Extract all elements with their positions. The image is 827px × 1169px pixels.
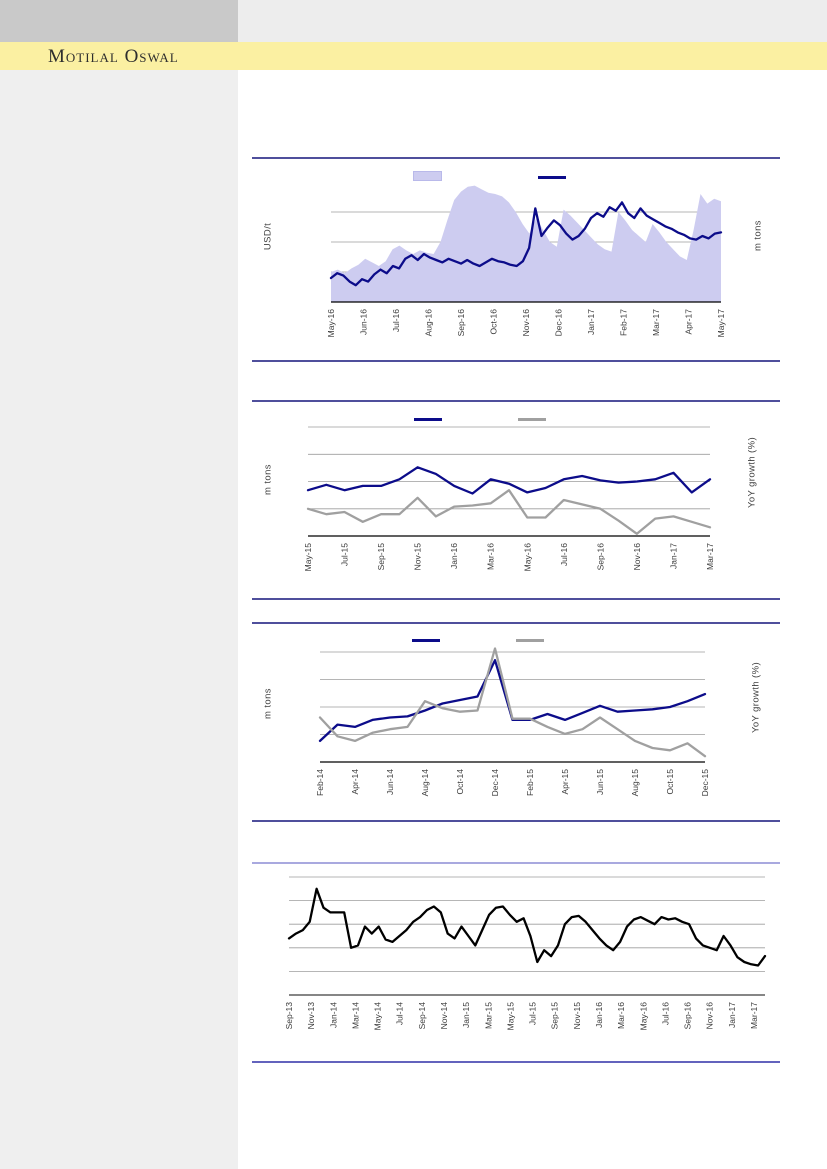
separator-below-chart-2 (252, 598, 780, 600)
x-tick-label: Feb-17 (619, 309, 629, 336)
x-tick-label: Aug-16 (424, 309, 434, 337)
x-tick-label: Sep-14 (417, 1002, 427, 1030)
x-tick-label: May-15 (303, 543, 313, 572)
chart-1-left-axis-label: USD/t (262, 222, 274, 251)
chart-1-legend-line-swatch (538, 176, 566, 179)
x-tick-label: Oct-16 (489, 309, 499, 335)
header-corner-block (0, 0, 238, 42)
x-tick-label: Sep-16 (456, 309, 466, 337)
x-tick-label: Jul-16 (660, 1002, 670, 1025)
x-tick-label: Nov-15 (572, 1002, 582, 1030)
x-tick-label: May-16 (638, 1002, 648, 1031)
x-tick-label: May-16 (522, 543, 532, 572)
line-series (318, 647, 707, 758)
x-tick-label: Jan-17 (586, 309, 596, 335)
x-tick-label: May-14 (373, 1002, 383, 1031)
chart-2-left-axis-label: m tons (262, 464, 274, 495)
line-series (318, 659, 707, 743)
separator-below-chart-3 (252, 820, 780, 822)
x-tick-label: Jan-14 (328, 1002, 338, 1028)
chart-3-right-axis-label: YoY growth (%) (750, 661, 762, 734)
x-tick-label: Oct-14 (455, 769, 465, 795)
x-tick-label: Dec-16 (554, 309, 564, 337)
x-tick-label: Feb-15 (525, 769, 535, 796)
x-tick-label: Nov-16 (632, 543, 642, 571)
x-tick-label: Jun-15 (595, 769, 605, 795)
x-tick-label: Apr-15 (560, 769, 570, 795)
x-tick-label: Feb-14 (315, 769, 325, 796)
x-tick-label: Sep-16 (595, 543, 605, 571)
x-tick-label: Aug-14 (420, 769, 430, 797)
x-tick-label: Mar-15 (483, 1002, 493, 1029)
x-tick-label: Oct-15 (665, 769, 675, 795)
x-tick-label: Mar-16 (616, 1002, 626, 1029)
brand-band: Motilal Oswal (0, 42, 827, 70)
x-tick-label: Jun-16 (359, 309, 369, 335)
x-tick-label: Nov-16 (521, 309, 531, 337)
x-tick-label: Nov-14 (439, 1002, 449, 1030)
x-tick-label: May-16 (326, 309, 336, 338)
header-top-strip (238, 0, 827, 42)
chart-4-plot: Sep-13 Nov-13 Jan-14 Mar-14 May-14 Jul-14 Sep-… (284, 876, 767, 1031)
sidebar (0, 0, 238, 1169)
line-series (287, 887, 767, 967)
chart-1-legend-area-swatch (413, 171, 442, 181)
x-tick-label: Sep-16 (683, 1002, 693, 1030)
separator-above-chart-1 (252, 157, 780, 159)
x-tick-label: Mar-16 (486, 543, 496, 570)
x-tick-label: Mar-17 (749, 1002, 759, 1029)
chart-3-left-axis-label: m tons (262, 688, 274, 719)
x-tick-label: Nov-13 (306, 1002, 316, 1030)
line-series (306, 489, 712, 535)
chart-3-plot: Feb-14 Apr-14 Jun-14 Aug-14 Oct-14 Dec-14 Feb-… (315, 647, 710, 797)
x-tick-label: Nov-16 (705, 1002, 715, 1030)
x-tick-label: Dec-14 (490, 769, 500, 797)
separator-above-chart-3 (252, 622, 780, 624)
x-tick-label: Jul-15 (340, 543, 350, 566)
x-tick-label: Dec-15 (700, 769, 710, 797)
chart-3-legend-series-2-swatch (516, 639, 544, 642)
chart-2-legend-series-1-swatch (414, 418, 442, 421)
x-tick-label: Apr-17 (684, 309, 694, 335)
x-tick-label: Aug-15 (630, 769, 640, 797)
x-tick-label: Jul-15 (528, 1002, 538, 1025)
x-tick-label: Jan-16 (449, 543, 459, 569)
line-series (329, 201, 723, 287)
x-tick-label: Jan-16 (594, 1002, 604, 1028)
x-tick-label: Jul-16 (559, 543, 569, 566)
x-tick-label: Jun-14 (385, 769, 395, 795)
separator-above-chart-4 (252, 862, 780, 864)
chart-2-plot: May-15 Jul-15 Sep-15 Nov-15 Jan-16 Mar-16 May-… (303, 426, 715, 572)
chart-2-right-axis-label: YoY growth (%) (746, 436, 758, 509)
chart-1-right-axis-label: m tons (752, 220, 764, 251)
x-tick-label: Jan-15 (461, 1002, 471, 1028)
chart-3-legend-series-1-swatch (412, 639, 440, 642)
brand-wordmark: Motilal Oswal (48, 45, 179, 67)
x-tick-label: Jul-16 (391, 309, 401, 332)
x-tick-label: Sep-15 (376, 543, 386, 571)
area-series (331, 185, 721, 302)
x-tick-label: Nov-15 (413, 543, 423, 571)
x-tick-label: Jan-17 (669, 543, 679, 569)
x-tick-label: May-15 (505, 1002, 515, 1031)
x-tick-label: Sep-13 (284, 1002, 294, 1030)
x-tick-label: Sep-15 (550, 1002, 560, 1030)
x-tick-label: Mar-17 (705, 543, 715, 570)
x-tick-label: Jul-14 (395, 1002, 405, 1025)
separator-above-chart-2 (252, 400, 780, 402)
x-tick-label: Jan-17 (727, 1002, 737, 1028)
x-tick-label: Apr-14 (350, 769, 360, 795)
x-tick-label: Mar-17 (651, 309, 661, 336)
separator-below-chart-4 (252, 1061, 780, 1063)
x-tick-label: Mar-14 (350, 1002, 360, 1029)
separator-below-chart-1 (252, 360, 780, 362)
chart-2-legend-series-2-swatch (518, 418, 546, 421)
line-series (306, 466, 712, 495)
x-tick-label: May-17 (716, 309, 726, 338)
chart-1-plot: May-16 Jun-16 Jul-16 Aug-16 Sep-16 Oct-16 Nov-… (326, 185, 726, 337)
